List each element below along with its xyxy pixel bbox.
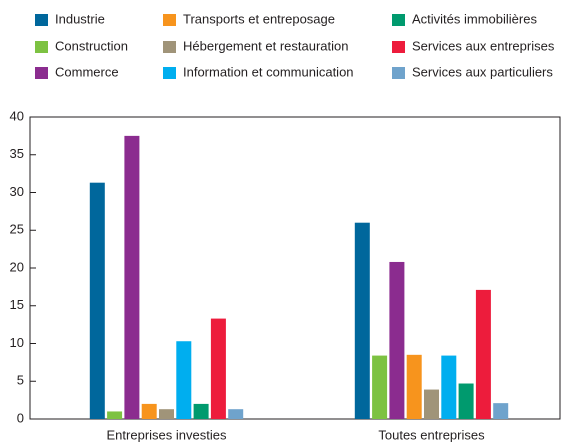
bar	[458, 383, 474, 419]
y-tick-label: 10	[10, 335, 24, 350]
y-tick-label: 25	[10, 222, 24, 237]
legend-swatch	[163, 14, 176, 26]
bar	[107, 411, 123, 419]
bar	[475, 289, 491, 419]
bar	[228, 409, 244, 419]
legend-swatch	[392, 14, 405, 26]
legend-swatch	[163, 67, 176, 79]
y-tick-label: 0	[17, 410, 24, 425]
bar	[493, 403, 509, 419]
legend-label: Hébergement et restauration	[183, 38, 348, 53]
legend-swatch	[163, 41, 176, 53]
legend-swatch	[35, 14, 48, 26]
bar	[176, 341, 192, 419]
bar	[89, 182, 105, 419]
legend-swatch	[35, 67, 48, 79]
legend-label: Activités immobilières	[412, 11, 537, 26]
bar	[193, 403, 209, 419]
legend-label: Industrie	[55, 11, 105, 26]
bar	[424, 389, 439, 419]
legend-swatch	[35, 41, 48, 53]
y-tick-label: 15	[10, 297, 24, 312]
bar	[389, 261, 405, 419]
legend-swatch	[392, 67, 405, 79]
legend-label: Services aux entreprises	[412, 38, 555, 53]
legend-swatch	[392, 41, 405, 53]
bar	[159, 409, 174, 419]
bar	[406, 354, 422, 419]
legend-label: Construction	[55, 38, 128, 53]
bar	[124, 135, 140, 419]
y-tick-label: 5	[17, 373, 24, 388]
x-tick-label: Toutes entreprises	[378, 427, 485, 442]
legend-label: Commerce	[55, 64, 119, 79]
bar	[210, 318, 226, 419]
y-tick-label: 40	[10, 108, 24, 123]
bar	[441, 355, 457, 419]
legend-label: Transports et entreposage	[183, 11, 335, 26]
x-tick-label: Entreprises investies	[107, 427, 227, 442]
bar	[372, 355, 388, 419]
y-tick-label: 30	[10, 184, 24, 199]
y-tick-label: 35	[10, 146, 24, 161]
legend-label: Information et communication	[183, 64, 354, 79]
legend-label: Services aux particuliers	[412, 64, 553, 79]
bar	[141, 403, 157, 419]
y-tick-label: 20	[10, 259, 24, 274]
bar	[354, 222, 370, 419]
